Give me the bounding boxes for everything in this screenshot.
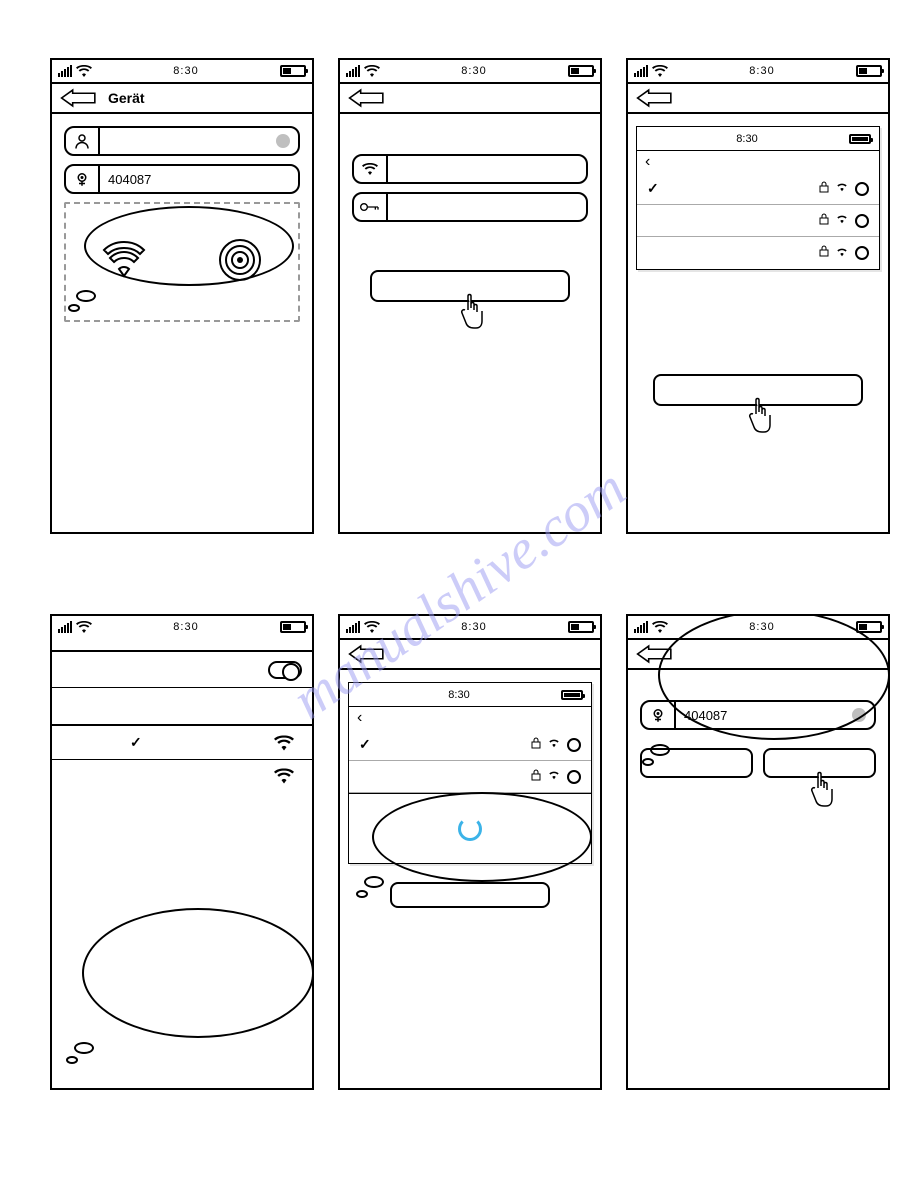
mini-back-button[interactable]: ‹ [349, 707, 591, 729]
speech-bubble [64, 908, 304, 1068]
back-icon[interactable] [60, 88, 98, 108]
wifi-icon [652, 65, 668, 77]
mini-back-button[interactable]: ‹ [637, 151, 879, 173]
speech-bubble [640, 614, 880, 770]
wifi-option-1[interactable]: ✓ [52, 726, 312, 759]
wifi-network-1[interactable]: ✓ [349, 729, 591, 761]
lock-icon [819, 212, 829, 230]
hand-cursor-icon [740, 396, 776, 440]
wifi-icon [835, 244, 849, 263]
phone-screen-1: 8:30 Gerät 404087 [50, 58, 314, 534]
wifi-icon [364, 65, 380, 77]
back-icon[interactable] [348, 644, 386, 664]
connect-button[interactable] [370, 270, 570, 302]
battery-icon [280, 621, 306, 633]
wifi-network-2[interactable] [637, 205, 879, 237]
wifi-option-2[interactable] [52, 759, 312, 792]
wifi-icon [362, 162, 378, 176]
status-time: 8:30 [461, 65, 486, 77]
device-id-text: 404087 [100, 172, 298, 187]
battery-icon [568, 65, 594, 77]
nav-bar [340, 82, 600, 114]
radio-icon[interactable] [855, 214, 869, 228]
wifi-icon [76, 621, 92, 633]
status-bar: 8:30 [52, 60, 312, 82]
confirm-button[interactable] [653, 374, 863, 406]
hand-cursor-icon [802, 770, 838, 814]
battery-icon [856, 65, 882, 77]
nav-bar [628, 82, 888, 114]
wifi-icon [274, 735, 294, 751]
back-icon[interactable] [348, 88, 386, 108]
lock-icon [531, 768, 541, 786]
nav-title: Gerät [108, 90, 145, 106]
radio-icon[interactable] [855, 182, 869, 196]
wifi-icon [835, 179, 849, 198]
wifi-ssid-row[interactable] [352, 154, 588, 184]
phone-screen-2: 8:30 [338, 58, 602, 534]
battery-full-icon [561, 690, 583, 700]
phone-screen-4: 8:30 ✓ [50, 614, 314, 1090]
person-icon [73, 132, 91, 150]
wifi-toggle-row [52, 652, 312, 688]
signal-icon [346, 621, 360, 633]
hand-cursor-icon [452, 292, 488, 336]
lock-icon [531, 736, 541, 754]
signal-icon [58, 65, 72, 77]
back-icon[interactable] [636, 88, 674, 108]
wifi-network-1[interactable]: ✓ [637, 173, 879, 205]
wifi-icon [835, 211, 849, 230]
battery-icon [280, 65, 306, 77]
check-icon: ✓ [130, 734, 142, 751]
wifi-icon [76, 65, 92, 77]
battery-full-icon [849, 134, 871, 144]
lock-icon [819, 180, 829, 198]
phone-screen-6: 8:30 404087 [626, 614, 890, 1090]
radio-icon[interactable] [855, 246, 869, 260]
status-bar: 8:30 [52, 616, 312, 638]
wifi-selection-panel: 8:30 ‹ ✓ [636, 126, 880, 270]
device-id-row[interactable]: 404087 [64, 164, 300, 194]
check-icon: ✓ [359, 736, 371, 753]
speech-bubble [66, 206, 302, 316]
wifi-network-2[interactable] [349, 761, 591, 793]
status-time: 8:30 [461, 621, 486, 633]
nav-bar: Gerät [52, 82, 312, 114]
mini-status-bar: 8:30 [349, 683, 591, 707]
check-icon: ✓ [647, 180, 659, 197]
mini-status-bar: 8:30 [637, 127, 879, 151]
speech-bubble [354, 792, 590, 902]
wifi-network-3[interactable] [637, 237, 879, 269]
radio-icon[interactable] [567, 770, 581, 784]
signal-icon [634, 65, 648, 77]
wifi-icon [547, 735, 561, 754]
phone-screen-3: 8:30 8:30 ‹ ✓ [626, 58, 890, 534]
status-time: 8:30 [749, 65, 774, 77]
status-bar: 8:30 [340, 60, 600, 82]
mini-time: 8:30 [736, 133, 757, 145]
name-input-row[interactable] [64, 126, 300, 156]
wifi-toggle[interactable] [268, 661, 302, 679]
nav-bar [340, 638, 600, 670]
password-row[interactable] [352, 192, 588, 222]
status-bar: 8:30 [628, 60, 888, 82]
camera-icon [73, 170, 91, 188]
status-time: 8:30 [173, 65, 198, 77]
wifi-icon [364, 621, 380, 633]
status-time: 8:30 [173, 621, 198, 633]
mini-time: 8:30 [448, 689, 469, 701]
status-dot-icon [276, 134, 290, 148]
wifi-icon [274, 768, 294, 784]
battery-icon [568, 621, 594, 633]
wifi-icon [547, 767, 561, 786]
key-icon [360, 201, 380, 213]
phone-screen-5: 8:30 8:30 ‹ ✓ [338, 614, 602, 1090]
radio-icon[interactable] [567, 738, 581, 752]
signal-icon [58, 621, 72, 633]
phone-grid: 8:30 Gerät 404087 8:30 [0, 0, 918, 1148]
lock-icon [819, 244, 829, 262]
divider-row [52, 688, 312, 724]
signal-icon [346, 65, 360, 77]
status-bar: 8:30 [340, 616, 600, 638]
